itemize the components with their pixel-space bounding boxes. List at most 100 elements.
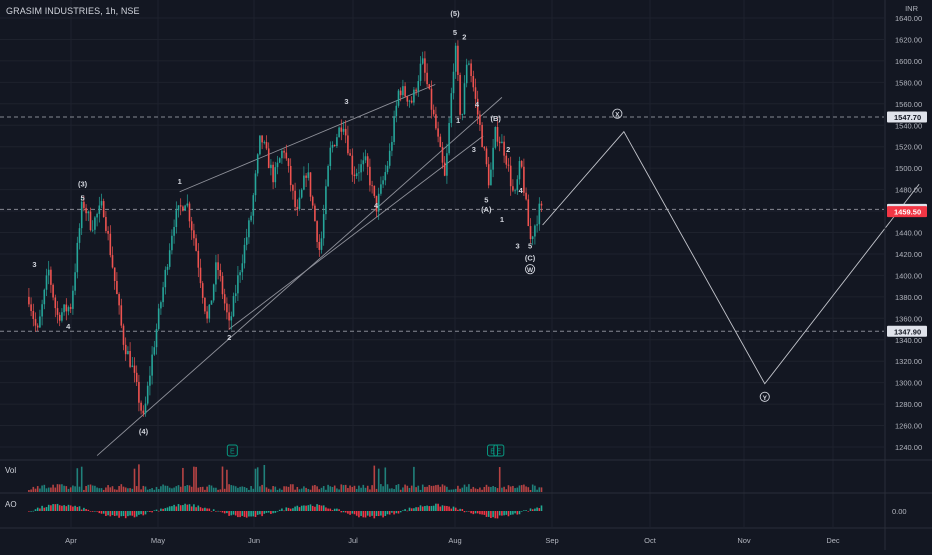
candle-body xyxy=(481,124,483,148)
ao-bar xyxy=(54,504,57,511)
wave-label: 3 xyxy=(515,242,519,251)
candle-body xyxy=(219,270,222,277)
ao-bar xyxy=(318,504,321,511)
ao-bar xyxy=(384,511,387,516)
ao-bar xyxy=(243,511,246,517)
volume-bar xyxy=(476,489,479,492)
volume-bar xyxy=(505,489,508,492)
volume-bar xyxy=(424,486,426,492)
volume-bar xyxy=(285,486,288,492)
volume-bar xyxy=(193,466,195,492)
ao-bar xyxy=(239,511,241,518)
ao-bar xyxy=(259,511,261,515)
candle-body xyxy=(344,128,347,136)
volume-bar xyxy=(468,484,470,492)
volume-bar xyxy=(197,487,200,492)
price-tick-label: 1620.00 xyxy=(895,35,922,44)
ao-bar xyxy=(527,511,530,512)
volume-bar xyxy=(415,487,417,492)
volume-bar xyxy=(523,484,525,492)
volume-bar xyxy=(219,489,222,492)
volume-bar xyxy=(109,487,112,492)
volume-bar xyxy=(105,487,107,492)
candle-body xyxy=(353,174,356,177)
candle-body xyxy=(270,164,272,169)
candle-body xyxy=(54,297,57,309)
ao-bar xyxy=(366,511,369,516)
volume-bar xyxy=(289,484,292,492)
volume-bar xyxy=(263,464,266,492)
ao-bar xyxy=(336,508,338,511)
candle-body xyxy=(83,201,85,208)
ao-bar xyxy=(371,511,373,516)
time-axis[interactable]: Apr May Jun Jul Aug Sep Oct Nov Dec xyxy=(65,536,840,545)
candle-body xyxy=(375,195,378,212)
candle-body xyxy=(419,63,422,82)
ao-bar xyxy=(120,511,123,517)
ao-bar xyxy=(406,510,409,512)
volume-bar xyxy=(96,487,98,492)
volume-bar xyxy=(441,484,444,492)
candle-body xyxy=(248,220,250,238)
candle-body xyxy=(487,164,490,186)
ao-bar xyxy=(362,511,365,518)
candle-body xyxy=(52,284,54,298)
candle-body xyxy=(503,141,505,156)
price-label-box xyxy=(887,111,927,123)
trendline xyxy=(179,84,436,193)
volume-bar xyxy=(61,484,63,492)
ao-bar xyxy=(63,505,65,511)
volume-bar xyxy=(215,487,217,492)
candle-body xyxy=(523,166,525,193)
volume-bar xyxy=(540,487,543,492)
wave-label: X xyxy=(615,112,620,119)
ao-bar xyxy=(490,511,492,518)
volume-bar xyxy=(406,485,409,492)
ao-bar xyxy=(265,511,268,513)
volume-bar xyxy=(430,485,433,492)
candle-body xyxy=(122,325,125,345)
volume-bar xyxy=(116,489,118,492)
price-tick-label: 1360.00 xyxy=(895,314,922,323)
price-label-box xyxy=(887,325,927,337)
volume-bar xyxy=(65,486,68,492)
ao-bar xyxy=(353,511,356,515)
volume-bar xyxy=(386,484,389,492)
ao-bar xyxy=(540,505,543,511)
ao-bar xyxy=(226,511,228,514)
ao-bar xyxy=(138,511,140,515)
price-axis[interactable]: INR 1240.00 1260.00 1280.00 1300.00 1320.00 13… xyxy=(887,4,927,516)
volume-bar xyxy=(529,489,532,492)
volume-bar xyxy=(177,485,180,492)
ao-bar xyxy=(531,509,534,511)
candle-body xyxy=(296,206,299,209)
candle-body xyxy=(318,241,321,250)
price-tick-label: 1260.00 xyxy=(895,422,922,431)
ao-bar xyxy=(151,511,153,513)
candle-body xyxy=(421,58,424,64)
earnings-marker-label: E xyxy=(230,449,235,456)
candle-body xyxy=(153,347,156,355)
candle-body xyxy=(206,311,208,319)
volume-bar xyxy=(41,485,43,492)
volume-bar xyxy=(78,486,81,492)
ao-bar xyxy=(349,511,351,515)
ao-bar xyxy=(494,511,497,519)
volume-bar xyxy=(217,489,219,492)
wave-label: 5 xyxy=(528,242,532,251)
candle-body xyxy=(333,145,336,147)
candle-body xyxy=(461,114,464,115)
ao-bar xyxy=(131,511,134,516)
ao-bar xyxy=(69,505,72,511)
wave-label-circle xyxy=(612,108,623,119)
volume-bar xyxy=(340,484,343,492)
candle-body xyxy=(47,269,50,276)
candle-body xyxy=(492,147,494,170)
candle-body xyxy=(338,127,340,138)
ao-bar xyxy=(474,511,477,514)
candle-body xyxy=(472,76,475,88)
earnings-marker xyxy=(493,444,505,457)
candle-body xyxy=(267,148,270,169)
